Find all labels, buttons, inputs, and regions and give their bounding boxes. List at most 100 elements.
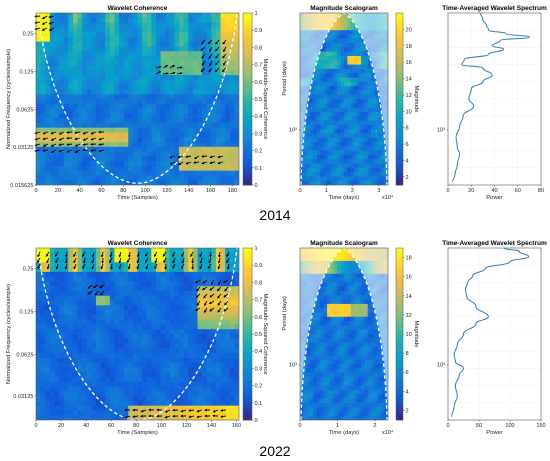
- heat-cell: [320, 278, 325, 283]
- heat-cell: [77, 60, 83, 67]
- heat-cell: [333, 25, 338, 31]
- heat-cell: [91, 70, 97, 76]
- heat-cell: [303, 142, 308, 147]
- heat-cell: [165, 334, 171, 340]
- heat-cell: [49, 386, 56, 392]
- y-axis-label: Normalized Frequency (cycles/sample): [6, 49, 12, 149]
- phase-arrow-head: [181, 260, 185, 264]
- heat-cell: [114, 329, 120, 335]
- heat-cell: [320, 167, 325, 173]
- heat-cell: [211, 252, 217, 259]
- heat-cell: [68, 46, 74, 52]
- heat-cell: [36, 305, 42, 311]
- heat-cell: [197, 70, 203, 76]
- heat-cell: [340, 111, 345, 117]
- heat-cell: [340, 86, 345, 91]
- heat-cell: [323, 154, 328, 160]
- heat-cell: [330, 73, 335, 79]
- heat-cell: [36, 79, 42, 86]
- heat-cell: [100, 319, 106, 326]
- heat-cell: [72, 161, 79, 167]
- heat-cell: [123, 396, 129, 402]
- heat-cell: [40, 357, 46, 364]
- heat-cell: [206, 338, 212, 345]
- heat-cell: [86, 353, 92, 359]
- phase-arrow-head: [191, 266, 194, 270]
- heat-cell: [354, 120, 359, 126]
- coherence-2022-heatmap: [36, 248, 239, 420]
- heat-cell: [229, 305, 235, 311]
- heat-cell: [374, 180, 379, 185]
- phase-arrow-head: [190, 254, 193, 258]
- heat-cell: [333, 73, 338, 79]
- phase-arrow-head: [50, 138, 54, 141]
- heat-cell: [45, 391, 51, 397]
- heat-cell: [354, 30, 359, 36]
- phase-arrow-head: [82, 148, 85, 152]
- heat-cell: [91, 353, 97, 359]
- heat-cell: [109, 357, 116, 364]
- heat-cell: [310, 150, 315, 156]
- heat-cell: [128, 127, 134, 134]
- heat-cell: [119, 41, 125, 48]
- heat-cell: [330, 150, 335, 156]
- heat-cell: [360, 64, 365, 70]
- heat-cell: [151, 41, 157, 48]
- heat-cell: [220, 314, 226, 321]
- heat-cell: [95, 319, 102, 326]
- heat-cell: [234, 27, 239, 33]
- heat-cell: [72, 118, 79, 124]
- heat-cell: [197, 165, 203, 172]
- phase-arrow-head: [172, 408, 175, 412]
- heat-cell: [160, 291, 166, 297]
- heat-cell: [40, 410, 46, 416]
- heat-cell: [206, 271, 212, 278]
- heat-cell: [63, 291, 69, 297]
- heat-cell: [137, 84, 143, 91]
- heat-cell: [142, 257, 148, 263]
- heat-cell: [377, 176, 382, 182]
- heat-cell: [63, 357, 69, 364]
- heat-cell: [100, 146, 106, 153]
- heat-cell: [179, 372, 185, 378]
- heat-cell: [215, 27, 222, 33]
- phase-arrows: [37, 251, 230, 419]
- heat-cell: [86, 51, 92, 57]
- heat-cell: [123, 142, 129, 148]
- heat-cell: [146, 348, 152, 354]
- heat-cell: [155, 248, 162, 254]
- heat-cell: [114, 132, 120, 138]
- heat-cell: [63, 410, 69, 416]
- heat-cell: [179, 319, 185, 326]
- heat-cell: [344, 248, 348, 253]
- heat-cell: [105, 60, 111, 67]
- heat-cell: [354, 167, 359, 173]
- heat-cell: [123, 94, 129, 100]
- heat-cell: [165, 286, 171, 292]
- phase-arrow-head: [201, 155, 205, 158]
- heat-cell: [100, 165, 106, 172]
- heat-cell: [330, 163, 335, 169]
- heat-cell: [316, 150, 321, 156]
- heat-cell: [323, 142, 328, 147]
- phase-arrow-head: [58, 143, 62, 146]
- heat-cell: [95, 46, 102, 52]
- heat-cell: [132, 94, 139, 100]
- heat-cell: [192, 257, 199, 263]
- heat-cell: [169, 60, 176, 67]
- heat-cell: [234, 122, 239, 129]
- heat-cell: [367, 137, 372, 143]
- heat-cell: [320, 81, 325, 87]
- heat-cell: [36, 27, 42, 33]
- heat-cell: [132, 13, 139, 19]
- heat-cell: [215, 60, 222, 67]
- heat-cell: [225, 372, 231, 378]
- heat-cell: [344, 99, 348, 104]
- heat-cell: [183, 41, 189, 48]
- heat-cell: [211, 357, 217, 364]
- heat-cell: [132, 41, 139, 48]
- heat-cell: [151, 271, 157, 278]
- heat-cell: [169, 262, 176, 268]
- heat-cell: [340, 51, 345, 57]
- heat-cell: [347, 51, 352, 57]
